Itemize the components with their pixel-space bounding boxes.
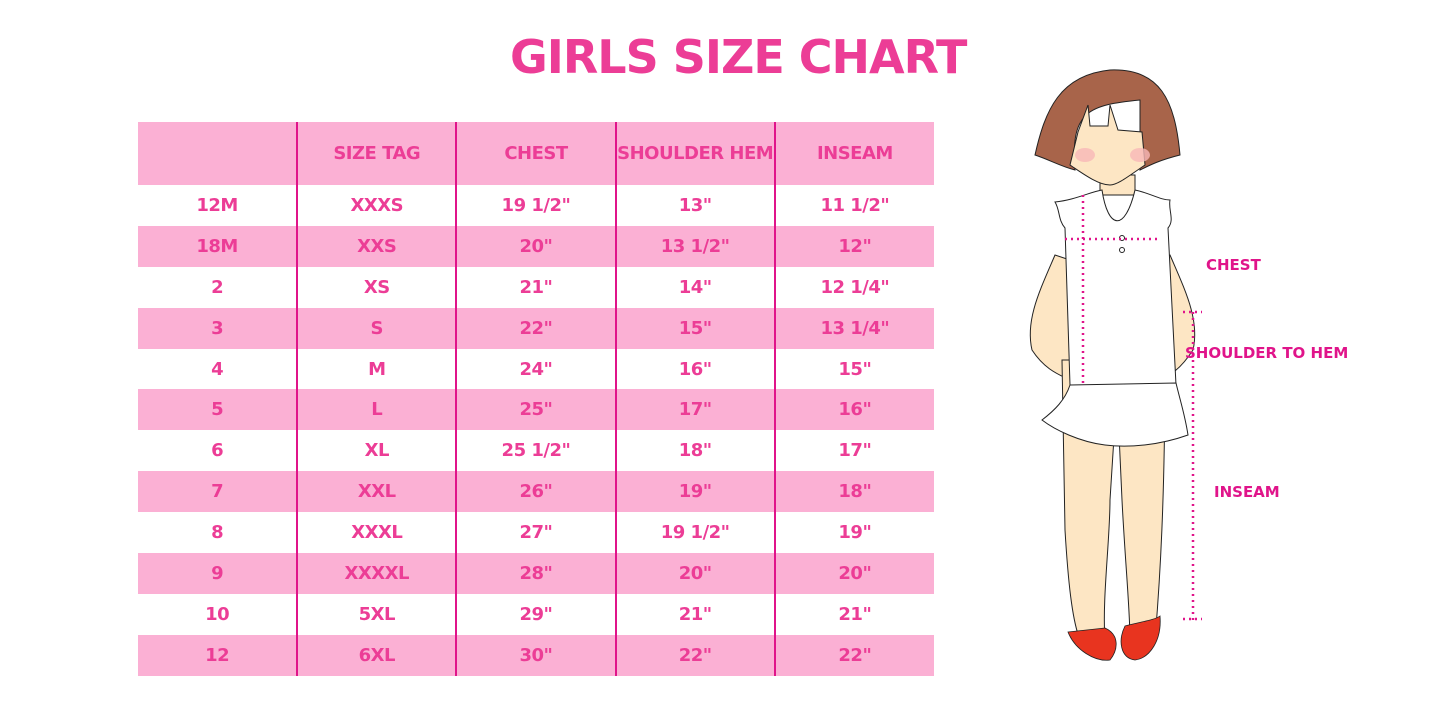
table-cell: 16" [614, 348, 775, 390]
table-cell: 17" [614, 389, 775, 431]
shoulder-to-hem-label: SHOULDER TO HEM [1185, 344, 1349, 362]
table-cell: 25 1/2" [455, 430, 616, 472]
table-cell: XXXXL [296, 553, 457, 594]
table-cell: 15" [773, 348, 934, 390]
table-cell: 22" [773, 634, 934, 676]
header-cell: SHOULDER HEM [614, 122, 775, 185]
table-cell: M [296, 348, 457, 390]
table-cell: 11 1/2" [773, 185, 934, 226]
table-row: 3 S 22" 15" 13 1/4" [138, 307, 934, 349]
table-cell: 20" [455, 225, 616, 267]
table-cell: 25" [455, 389, 616, 431]
table-row: 7 XXL 26" 19" 18" [138, 471, 934, 513]
table-row: 8 XXXL 27" 19 1/2" 19" [138, 512, 934, 554]
table-row: 9 XXXXL 28" 20" 20" [138, 553, 934, 594]
table-cell: 10 [205, 603, 230, 625]
table-cell: 2 [211, 276, 224, 298]
girl-illustration [1029, 69, 1202, 661]
table-cell: 13 1/2" [614, 225, 775, 267]
table-cell: 5 [138, 389, 298, 431]
header-cell [138, 122, 298, 185]
table-cell: 22" [614, 634, 775, 676]
table-row: 5 L 25" 17" 16" [138, 389, 934, 431]
table-cell: XS [296, 266, 457, 308]
table-cell: 16" [773, 389, 934, 431]
face [1069, 104, 1146, 186]
table-cell: 24" [455, 348, 616, 390]
left-shoe [1067, 627, 1117, 661]
table-cell: 13" [614, 185, 775, 226]
table-row: 10 5XL 29" 21" 21" [138, 593, 934, 635]
table-cell: 22" [455, 307, 616, 349]
page-title: GIRLS SIZE CHART [510, 30, 967, 84]
table-header-row: SIZE TAG CHEST SHOULDER HEM INSEAM [138, 122, 934, 185]
table-cell: 15" [614, 307, 775, 349]
table-cell: 9 [138, 553, 298, 594]
table-cell: 7 [138, 471, 298, 513]
right-shoe [1120, 615, 1161, 661]
table-cell: 18" [614, 430, 775, 472]
table-cell: 4 [211, 358, 224, 380]
table-cell: 21" [773, 593, 934, 635]
header-cell: SIZE TAG [296, 122, 457, 185]
header-cell: CHEST [455, 122, 616, 185]
table-row: 18M XXS 20" 13 1/2" 12" [138, 225, 934, 267]
chest-label: CHEST [1206, 256, 1261, 274]
table-cell: 12" [773, 225, 934, 267]
table-cell: XXXL [296, 512, 457, 554]
table-row: 4 M 24" 16" 15" [138, 348, 934, 390]
table-row: 12 6XL 30" 22" 22" [138, 634, 934, 676]
table-cell: 8 [211, 522, 224, 544]
table-cell: 6XL [296, 634, 457, 676]
table-row: 6 XL 25 1/2" 18" 17" [138, 430, 934, 472]
table-cell: 12 [138, 634, 298, 676]
table-cell: 19" [614, 471, 775, 513]
table-cell: 26" [455, 471, 616, 513]
header-cell: INSEAM [773, 122, 934, 185]
table-row: 12M XXXS 19 1/2" 13" 11 1/2" [138, 185, 934, 226]
hair [1034, 69, 1181, 171]
table-cell: 13 1/4" [773, 307, 934, 349]
table-cell: 27" [455, 512, 616, 554]
shirt [1054, 189, 1177, 386]
table-cell: XXL [296, 471, 457, 513]
table-cell: 21" [455, 266, 616, 308]
table-cell: 30" [455, 634, 616, 676]
inseam-label: INSEAM [1214, 483, 1280, 501]
table-cell: 12 1/4" [773, 266, 934, 308]
table-cell: XXXS [296, 185, 457, 226]
skirt [1041, 382, 1189, 447]
table-cell: 18M [138, 225, 298, 267]
table-cell: 18" [773, 471, 934, 513]
table-cell: XL [296, 430, 457, 472]
table-cell: 12M [196, 194, 238, 216]
table-cell: 19 1/2" [614, 512, 775, 554]
table-cell: 5XL [296, 593, 457, 635]
table-cell: 19" [773, 512, 934, 554]
table-row: 2 XS 21" 14" 12 1/4" [138, 266, 934, 308]
table-cell: 21" [614, 593, 775, 635]
table-cell: 14" [614, 266, 775, 308]
table-cell: 17" [773, 430, 934, 472]
table-cell: XXS [296, 225, 457, 267]
table-cell: S [296, 307, 457, 349]
table-cell: 3 [138, 307, 298, 349]
table-cell: L [296, 389, 457, 431]
table-cell: 29" [455, 593, 616, 635]
table-cell: 20" [614, 553, 775, 594]
table-cell: 20" [773, 553, 934, 594]
table-cell: 6 [211, 440, 224, 462]
table-cell: 28" [455, 553, 616, 594]
table-cell: 19 1/2" [455, 185, 616, 226]
size-table: SIZE TAG CHEST SHOULDER HEM INSEAM 12M XX… [138, 122, 934, 676]
